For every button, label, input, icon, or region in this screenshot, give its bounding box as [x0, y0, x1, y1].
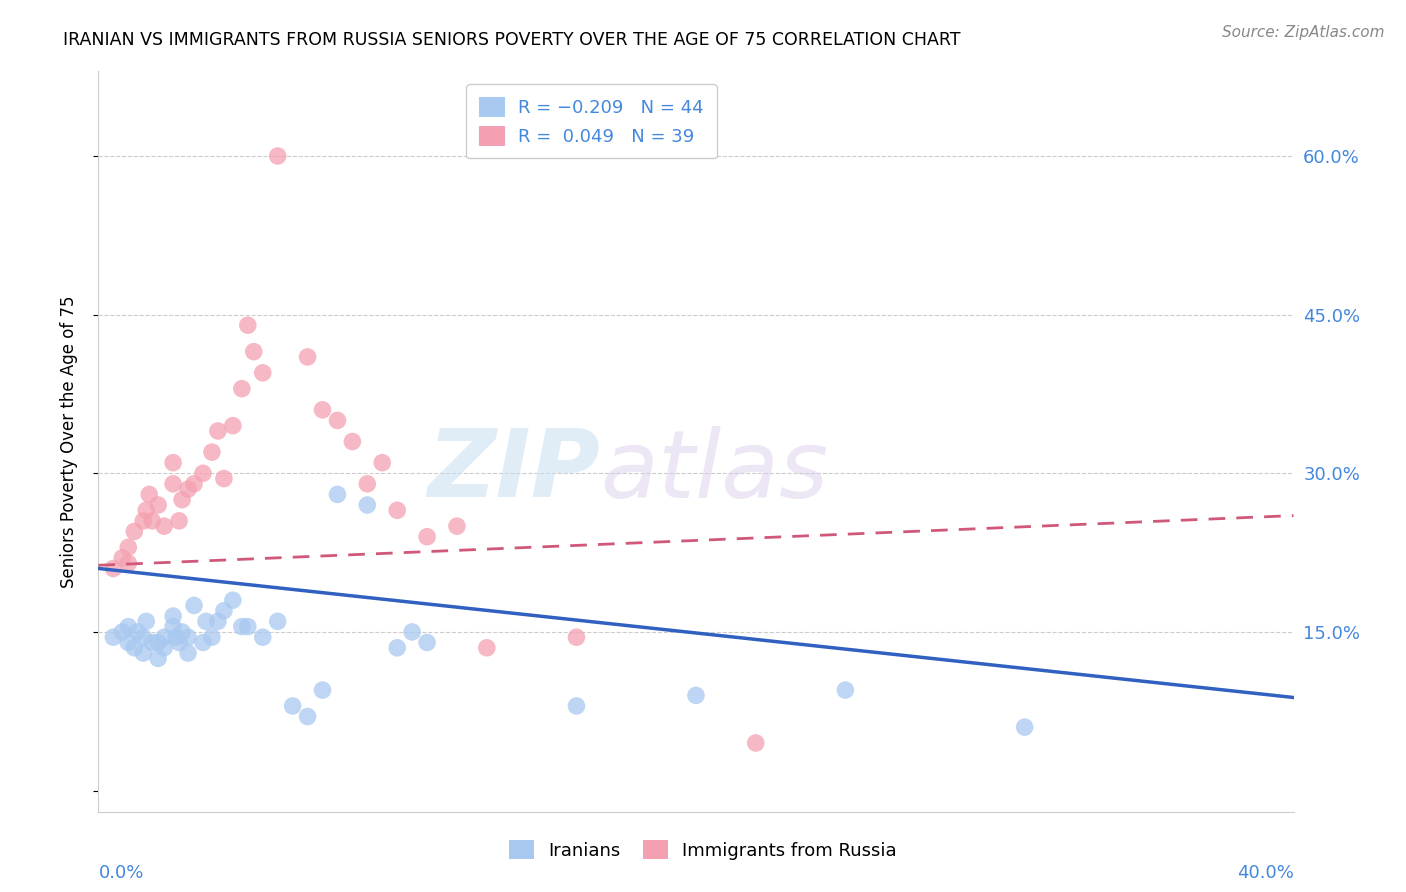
- Point: [138, 487, 160, 501]
- Point: [311, 683, 333, 698]
- Point: [148, 498, 170, 512]
- Text: IRANIAN VS IMMIGRANTS FROM RUSSIA SENIORS POVERTY OVER THE AGE OF 75 CORRELATION: IRANIAN VS IMMIGRANTS FROM RUSSIA SENIOR…: [63, 31, 960, 49]
- Point: [236, 619, 259, 633]
- Point: [148, 651, 170, 665]
- Point: [207, 615, 229, 629]
- Point: [172, 624, 194, 639]
- Point: [745, 736, 768, 750]
- Point: [267, 615, 290, 629]
- Point: [177, 482, 200, 496]
- Point: [103, 630, 125, 644]
- Point: [165, 630, 187, 644]
- Point: [311, 402, 333, 417]
- Point: [103, 561, 125, 575]
- Point: [111, 550, 134, 565]
- Point: [212, 472, 235, 486]
- Point: [111, 624, 134, 639]
- Text: ZIP: ZIP: [427, 425, 600, 517]
- Point: [356, 498, 378, 512]
- Point: [297, 350, 319, 364]
- Point: [172, 492, 194, 507]
- Point: [281, 698, 304, 713]
- Point: [153, 640, 176, 655]
- Point: [117, 619, 139, 633]
- Point: [162, 619, 184, 633]
- Point: [267, 149, 290, 163]
- Point: [117, 541, 139, 555]
- Text: Source: ZipAtlas.com: Source: ZipAtlas.com: [1222, 25, 1385, 40]
- Text: atlas: atlas: [600, 425, 828, 516]
- Point: [153, 630, 176, 644]
- Point: [162, 456, 184, 470]
- Point: [252, 366, 274, 380]
- Point: [177, 630, 200, 644]
- Point: [124, 640, 146, 655]
- Text: 40.0%: 40.0%: [1237, 863, 1294, 881]
- Point: [141, 514, 163, 528]
- Point: [124, 524, 146, 539]
- Point: [167, 635, 190, 649]
- Text: 0.0%: 0.0%: [98, 863, 143, 881]
- Point: [127, 624, 149, 639]
- Legend: Iranians, Immigrants from Russia: Iranians, Immigrants from Russia: [502, 833, 904, 867]
- Point: [565, 630, 588, 644]
- Point: [475, 640, 498, 655]
- Point: [162, 476, 184, 491]
- Point: [191, 635, 214, 649]
- Point: [207, 424, 229, 438]
- Point: [416, 530, 439, 544]
- Point: [132, 514, 155, 528]
- Point: [183, 599, 205, 613]
- Point: [201, 630, 224, 644]
- Point: [132, 630, 155, 644]
- Point: [685, 689, 707, 703]
- Point: [212, 604, 235, 618]
- Point: [132, 646, 155, 660]
- Point: [167, 514, 190, 528]
- Point: [356, 476, 378, 491]
- Point: [236, 318, 259, 333]
- Point: [385, 503, 409, 517]
- Point: [446, 519, 468, 533]
- Point: [222, 418, 245, 433]
- Point: [135, 615, 157, 629]
- Y-axis label: Seniors Poverty Over the Age of 75: Seniors Poverty Over the Age of 75: [59, 295, 77, 588]
- Point: [371, 456, 394, 470]
- Point: [153, 519, 176, 533]
- Point: [117, 556, 139, 570]
- Point: [416, 635, 439, 649]
- Point: [162, 609, 184, 624]
- Point: [135, 503, 157, 517]
- Point: [834, 683, 856, 698]
- Point: [117, 635, 139, 649]
- Point: [243, 344, 266, 359]
- Point: [222, 593, 245, 607]
- Point: [195, 615, 218, 629]
- Point: [326, 487, 349, 501]
- Point: [183, 476, 205, 491]
- Point: [565, 698, 588, 713]
- Point: [148, 635, 170, 649]
- Point: [141, 635, 163, 649]
- Point: [231, 382, 253, 396]
- Point: [1014, 720, 1036, 734]
- Point: [201, 445, 224, 459]
- Point: [385, 640, 409, 655]
- Legend: R = −0.209   N = 44, R =  0.049   N = 39: R = −0.209 N = 44, R = 0.049 N = 39: [465, 84, 717, 158]
- Point: [297, 709, 319, 723]
- Point: [231, 619, 253, 633]
- Point: [177, 646, 200, 660]
- Point: [191, 467, 214, 481]
- Point: [342, 434, 364, 449]
- Point: [326, 413, 349, 427]
- Point: [252, 630, 274, 644]
- Point: [401, 624, 423, 639]
